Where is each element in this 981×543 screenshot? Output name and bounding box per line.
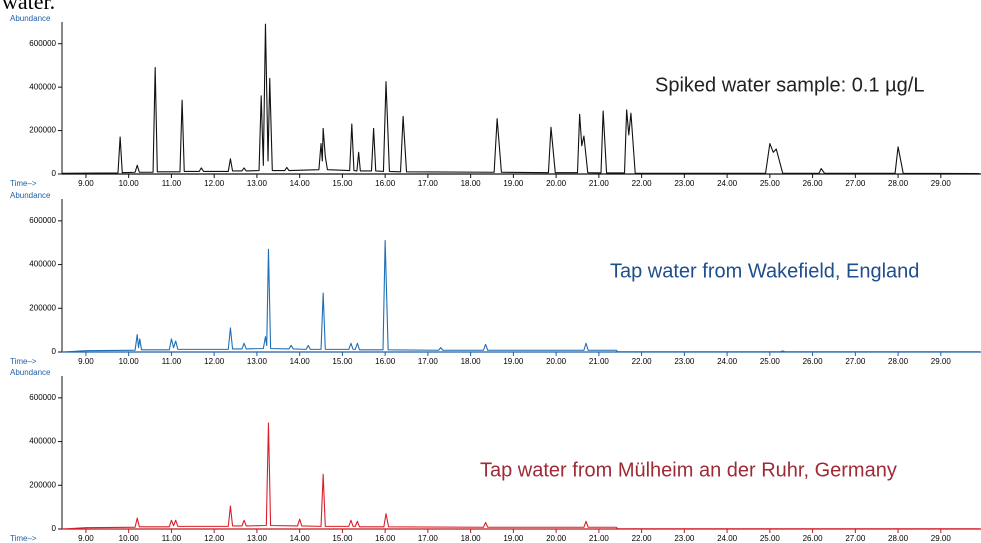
x-tick-label: 9.00 — [78, 534, 94, 543]
x-tick-label: 23.00 — [674, 357, 695, 366]
y-tick-label: 0 — [52, 169, 57, 178]
x-tick-label: 25.00 — [760, 534, 781, 543]
x-tick-label: 29.00 — [931, 534, 952, 543]
x-tick-label: 19.00 — [503, 179, 524, 188]
y-axis-label: Abundance — [10, 191, 51, 200]
x-tick-label: 29.00 — [931, 179, 952, 188]
x-tick-label: 17.00 — [418, 357, 439, 366]
y-axis-label: Abundance — [10, 368, 51, 377]
x-tick-label: 27.00 — [845, 357, 866, 366]
x-tick-label: 28.00 — [888, 179, 909, 188]
x-tick-label: 22.00 — [632, 179, 653, 188]
x-tick-label: 16.00 — [375, 534, 396, 543]
x-tick-label: 17.00 — [418, 534, 439, 543]
x-tick-label: 15.00 — [332, 357, 353, 366]
y-tick-label: 400000 — [29, 260, 56, 269]
x-tick-label: 28.00 — [888, 357, 909, 366]
x-tick-label: 26.00 — [803, 357, 824, 366]
x-tick-label: 18.00 — [461, 357, 482, 366]
chromatogram-line — [62, 23, 980, 175]
y-tick-label: 600000 — [29, 39, 56, 48]
x-tick-label: 18.00 — [461, 534, 482, 543]
y-tick-label: 0 — [52, 347, 57, 356]
y-tick-label: 600000 — [29, 216, 56, 225]
x-tick-label: 21.00 — [589, 357, 610, 366]
y-tick-label: 200000 — [29, 480, 56, 489]
x-tick-label: 12.00 — [204, 357, 225, 366]
y-axis-label: Abundance — [10, 14, 51, 23]
x-tick-label: 27.00 — [845, 534, 866, 543]
x-tick-label: 12.00 — [204, 534, 225, 543]
x-axis-label: Time–> — [10, 534, 37, 543]
x-tick-label: 26.00 — [803, 179, 824, 188]
x-tick-label: 13.00 — [247, 357, 268, 366]
annotation: Spiked water sample: 0.1 µg/L — [655, 74, 924, 96]
x-tick-label: 27.00 — [845, 179, 866, 188]
x-axis-label: Time–> — [10, 357, 37, 366]
y-tick-label: 400000 — [29, 82, 56, 91]
x-tick-label: 25.00 — [760, 179, 781, 188]
annotation: Tap water from Wakefield, England — [610, 260, 919, 282]
x-tick-label: 16.00 — [375, 357, 396, 366]
x-tick-label: 25.00 — [760, 357, 781, 366]
x-tick-label: 13.00 — [247, 179, 268, 188]
chromatogram-line — [62, 239, 980, 353]
x-tick-label: 23.00 — [674, 534, 695, 543]
x-tick-label: 21.00 — [589, 534, 610, 543]
x-tick-label: 10.00 — [119, 357, 140, 366]
x-tick-label: 9.00 — [78, 357, 94, 366]
x-tick-label: 11.00 — [162, 357, 182, 366]
x-tick-label: 20.00 — [546, 179, 567, 188]
x-tick-label: 17.00 — [418, 179, 439, 188]
x-axis-label: Time–> — [10, 179, 37, 188]
x-tick-label: 12.00 — [204, 179, 225, 188]
x-tick-label: 10.00 — [119, 179, 140, 188]
x-tick-label: 19.00 — [503, 357, 524, 366]
x-tick-label: 14.00 — [290, 357, 311, 366]
x-tick-label: 20.00 — [546, 357, 567, 366]
x-tick-label: 14.00 — [290, 534, 311, 543]
x-tick-label: 26.00 — [803, 534, 824, 543]
x-tick-label: 20.00 — [546, 534, 567, 543]
x-tick-label: 22.00 — [632, 534, 653, 543]
x-tick-label: 24.00 — [717, 357, 738, 366]
x-tick-label: 13.00 — [247, 534, 268, 543]
x-tick-label: 11.00 — [162, 534, 182, 543]
x-tick-label: 9.00 — [78, 179, 94, 188]
y-tick-label: 200000 — [29, 126, 56, 135]
x-tick-label: 18.00 — [461, 179, 482, 188]
x-tick-label: 22.00 — [632, 357, 653, 366]
x-tick-label: 23.00 — [674, 179, 695, 188]
x-tick-label: 24.00 — [717, 534, 738, 543]
x-tick-label: 19.00 — [503, 534, 524, 543]
x-tick-label: 11.00 — [162, 179, 182, 188]
x-tick-label: 14.00 — [290, 179, 311, 188]
x-tick-label: 24.00 — [717, 179, 738, 188]
x-tick-label: 15.00 — [332, 179, 353, 188]
x-tick-label: 28.00 — [888, 534, 909, 543]
y-tick-label: 0 — [52, 524, 57, 533]
y-tick-label: 400000 — [29, 437, 56, 446]
x-tick-label: 15.00 — [332, 534, 353, 543]
x-tick-label: 10.00 — [119, 534, 140, 543]
x-tick-label: 29.00 — [931, 357, 952, 366]
caption: water. — [2, 0, 55, 14]
chromatogram-line — [62, 422, 980, 530]
x-tick-label: 21.00 — [589, 179, 610, 188]
y-tick-label: 600000 — [29, 393, 56, 402]
y-tick-label: 200000 — [29, 303, 56, 312]
annotation: Tap water from Mülheim an der Ruhr, Germ… — [480, 459, 897, 481]
x-tick-label: 16.00 — [375, 179, 396, 188]
